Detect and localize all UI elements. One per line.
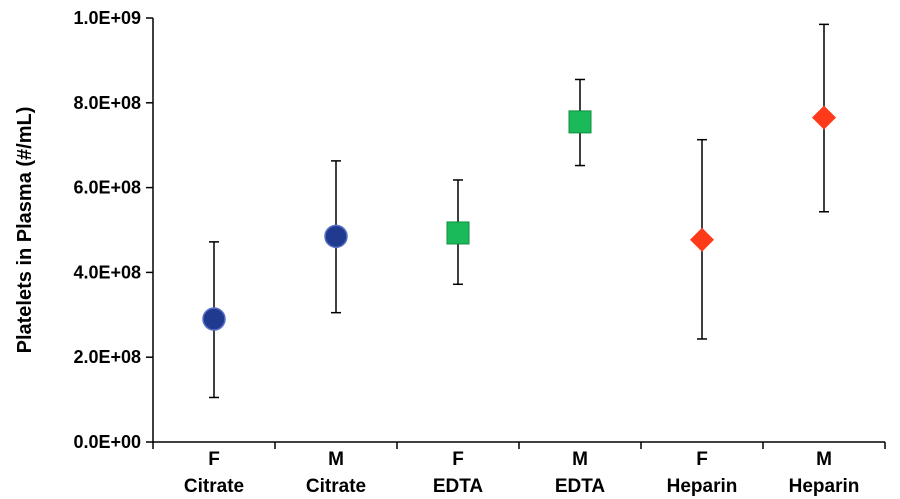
- x-category-label-line2: Citrate: [184, 476, 244, 497]
- x-category-label-line1: F: [696, 449, 708, 470]
- y-tick-label: 2.0E+08: [73, 347, 141, 367]
- y-ticks: 0.0E+00 2.0E+08 4.0E+08 6.0E+08 8.0E+08 1.0E+…: [73, 8, 153, 452]
- x-category-label-line1: F: [208, 449, 220, 470]
- x-category-label-line2: Heparin: [789, 476, 860, 497]
- square-marker: [568, 110, 592, 134]
- y-tick-label: 0.0E+00: [73, 432, 141, 452]
- x-category-label-line1: F: [452, 449, 464, 470]
- diamond-marker: [812, 105, 836, 130]
- data-markers: [202, 105, 836, 331]
- diamond-marker: [690, 227, 714, 252]
- x-category-label-line2: Citrate: [306, 476, 366, 497]
- error-bars: [209, 23, 829, 399]
- x-category-label-line2: EDTA: [433, 476, 484, 497]
- x-category-label-line1: M: [328, 449, 344, 470]
- circle-marker: [324, 224, 348, 249]
- x-category-label-line2: Heparin: [667, 476, 738, 497]
- y-tick-label: 6.0E+08: [73, 178, 141, 198]
- square-marker: [446, 221, 470, 245]
- y-tick-label: 4.0E+08: [73, 262, 141, 282]
- x-category-label-line1: M: [816, 449, 832, 470]
- y-tick-label: 1.0E+09: [73, 8, 141, 28]
- y-axis-label: Platelets in Plasma (#/mL): [14, 107, 36, 354]
- x-ticks: F Citrate M Citrate F EDTA M EDTA F Heparin M Hepar…: [152, 442, 886, 497]
- axes: [152, 18, 885, 443]
- x-category-label-line2: EDTA: [555, 476, 606, 497]
- x-category-label-line1: M: [572, 449, 588, 470]
- y-tick-label: 8.0E+08: [73, 93, 141, 113]
- circle-marker: [202, 307, 226, 331]
